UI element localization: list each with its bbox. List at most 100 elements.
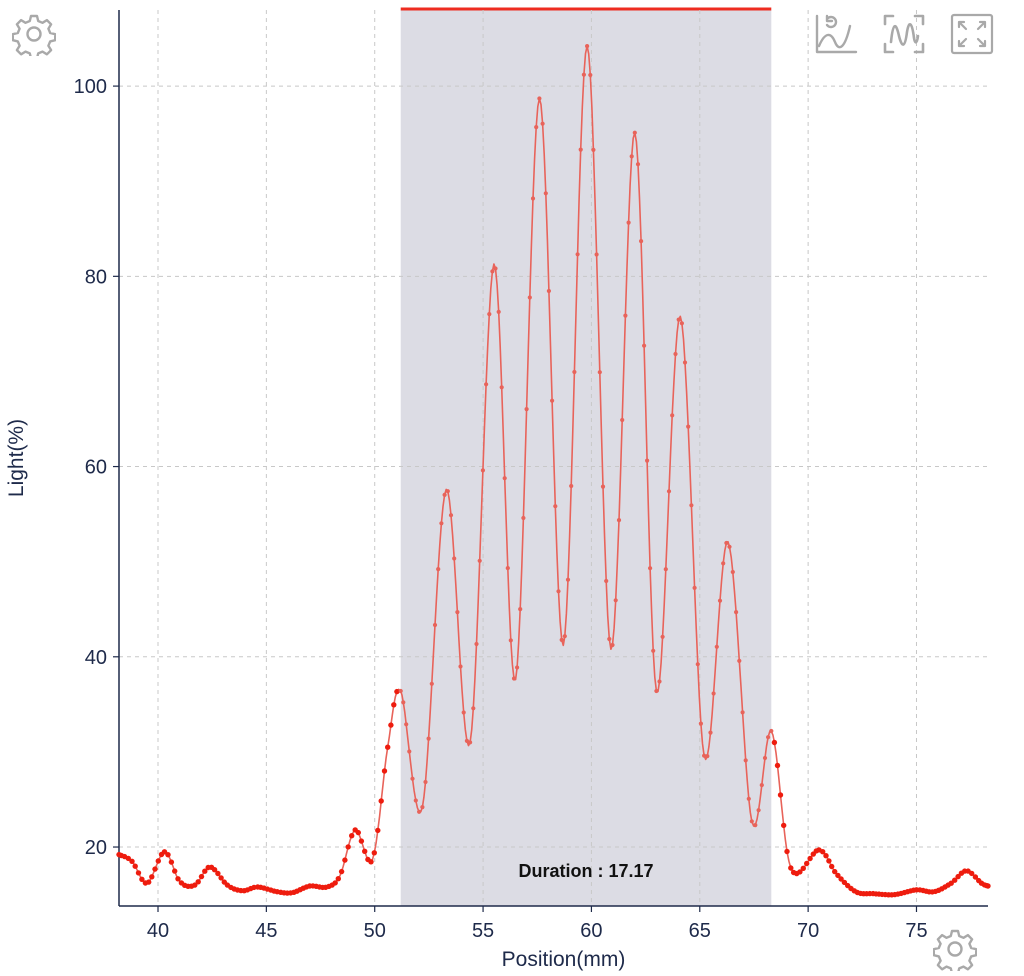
data-point [439, 521, 444, 526]
data-point [639, 239, 644, 244]
data-point [797, 869, 803, 875]
data-point [445, 489, 450, 494]
data-point [413, 798, 418, 803]
data-point [721, 561, 726, 566]
selection-region[interactable] [400, 10, 772, 906]
duration-annotation: Duration : 17.17 [518, 861, 653, 881]
expand-icon [950, 13, 994, 55]
data-point [749, 819, 754, 824]
fullscreen-button[interactable] [948, 12, 996, 56]
data-point [569, 483, 574, 489]
data-point [632, 130, 637, 135]
data-point [464, 738, 469, 744]
data-point [588, 72, 593, 78]
data-point [559, 637, 564, 643]
data-point [832, 868, 838, 875]
data-point [645, 458, 650, 463]
data-point [394, 688, 400, 695]
data-point [398, 688, 403, 694]
wave-select-button[interactable] [880, 12, 928, 56]
data-point [530, 196, 536, 201]
data-point [591, 147, 596, 152]
data-point [518, 607, 523, 612]
data-point [458, 664, 463, 669]
y-tick-label: 80 [85, 266, 107, 288]
data-point [417, 809, 422, 814]
data-point [362, 848, 368, 854]
data-point [125, 855, 131, 862]
data-point [651, 648, 656, 653]
data-point [342, 857, 348, 863]
data-point [480, 468, 485, 473]
axes [118, 10, 988, 907]
data-point [565, 577, 571, 582]
data-point [838, 876, 844, 882]
data-point [654, 688, 659, 694]
settings-button-top[interactable] [12, 12, 56, 56]
data-point [521, 515, 526, 521]
data-point [426, 736, 431, 741]
data-point [524, 407, 529, 412]
data-point [218, 875, 224, 881]
data-point [423, 779, 428, 785]
data-point [484, 382, 489, 387]
data-point [345, 844, 351, 850]
data-point [804, 860, 810, 867]
data-point [581, 72, 587, 77]
data-point [676, 317, 681, 322]
data-point [626, 220, 631, 225]
y-tick-label: 60 [85, 457, 107, 479]
data-point [660, 634, 665, 639]
data-point [673, 351, 678, 357]
data-point [496, 309, 501, 314]
data-point [553, 504, 558, 509]
data-point [168, 859, 175, 865]
data-point [629, 154, 634, 159]
data-point [508, 638, 513, 643]
data-point [381, 768, 388, 774]
data-point [753, 823, 758, 828]
data-point [404, 722, 409, 727]
data-point [537, 96, 542, 101]
y-axis-title: Light(%) [5, 419, 28, 497]
data-point [385, 744, 391, 750]
data-point [708, 730, 713, 735]
x-tick-label: 55 [472, 920, 494, 942]
data-point [195, 879, 201, 885]
data-point [175, 876, 181, 882]
data-point [823, 853, 829, 859]
data-point [420, 805, 425, 810]
data-point [952, 877, 958, 883]
data-point [663, 567, 668, 572]
data-points [116, 44, 991, 898]
data-point [610, 642, 615, 648]
data-point [972, 874, 979, 880]
data-point [616, 518, 622, 523]
data-point [132, 863, 138, 869]
data-point [388, 722, 394, 728]
data-point [730, 569, 735, 575]
data-point [471, 706, 476, 711]
data-point [139, 876, 145, 882]
data-point [781, 822, 787, 829]
data-point [711, 691, 716, 696]
data-point [705, 754, 710, 759]
data-point [769, 728, 774, 734]
data-point [734, 610, 739, 615]
curve-fit-button[interactable] [812, 12, 860, 56]
data-point [575, 252, 580, 257]
data-point [429, 681, 434, 686]
x-tick-label: 65 [689, 920, 711, 942]
data-point [355, 829, 361, 836]
settings-button-bottom[interactable] [932, 926, 978, 972]
data-point [948, 880, 954, 886]
data-point [620, 417, 625, 423]
y-tick-label: 40 [85, 647, 107, 669]
data-point [546, 288, 552, 294]
data-point [358, 838, 365, 844]
data-point [550, 398, 555, 403]
data-point [502, 476, 507, 481]
curve-refresh-icon [815, 14, 858, 54]
data-point [578, 147, 583, 152]
